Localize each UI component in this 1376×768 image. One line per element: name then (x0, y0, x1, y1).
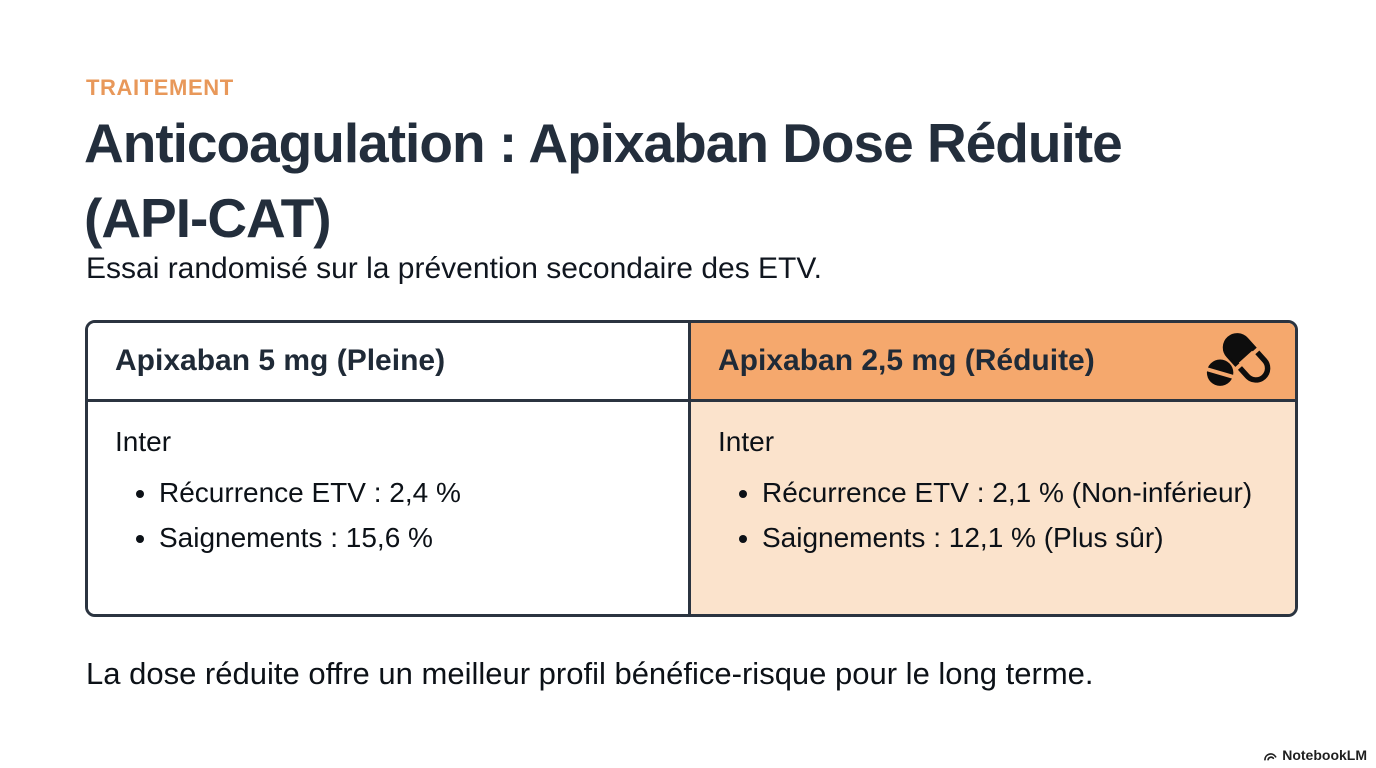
pill-icon (1203, 331, 1273, 391)
eyebrow-label: TRAITEMENT (86, 75, 234, 100)
cell-intro-label: Inter (115, 426, 172, 457)
cell-full-dose-results: Inter Récurrence ETV : 2,4 % Saignements… (88, 402, 691, 614)
page-title: Anticoagulation : Apixaban Dose Réduite … (84, 106, 1123, 256)
column-header-reduced-dose-label: Apixaban 2,5 mg (Réduite) (718, 344, 1095, 377)
bullet-bleeding-reduced: Saignements : 12,1 % (Plus sûr) (762, 516, 1269, 561)
column-header-full-dose-label: Apixaban 5 mg (Pleine) (115, 344, 446, 377)
slide-subtitle: Essai randomisé sur la prévention second… (86, 252, 822, 285)
page-title-line-1: Anticoagulation : Apixaban Dose Réduite (84, 112, 1123, 174)
cell-reduced-dose-results: Inter Récurrence ETV : 2,1 % (Non-inféri… (691, 402, 1295, 614)
comparison-table: Apixaban 5 mg (Pleine) Apixaban 2,5 mg (… (85, 320, 1298, 617)
column-header-reduced-dose: Apixaban 2,5 mg (Réduite) (691, 323, 1295, 402)
conclusion-text: La dose réduite offre un meilleur profil… (86, 656, 1094, 691)
bullet-bleeding-full: Saignements : 15,6 % (159, 516, 662, 561)
column-header-full-dose: Apixaban 5 mg (Pleine) (88, 323, 691, 402)
notebooklm-logo-icon (1263, 749, 1278, 762)
notebooklm-logo: NotebookLM (1263, 747, 1367, 763)
bullet-recurrence-reduced: Récurrence ETV : 2,1 % (Non-inférieur) (762, 471, 1269, 516)
reduced-dose-bullet-list: Récurrence ETV : 2,1 % (Non-inférieur) S… (718, 471, 1269, 561)
brand-label: NotebookLM (1282, 747, 1367, 763)
bullet-recurrence-full: Récurrence ETV : 2,4 % (159, 471, 662, 516)
page-title-line-2: (API-CAT) (84, 186, 332, 249)
full-dose-bullet-list: Récurrence ETV : 2,4 % Saignements : 15,… (115, 471, 662, 561)
cell-intro-label: Inter (718, 426, 775, 457)
